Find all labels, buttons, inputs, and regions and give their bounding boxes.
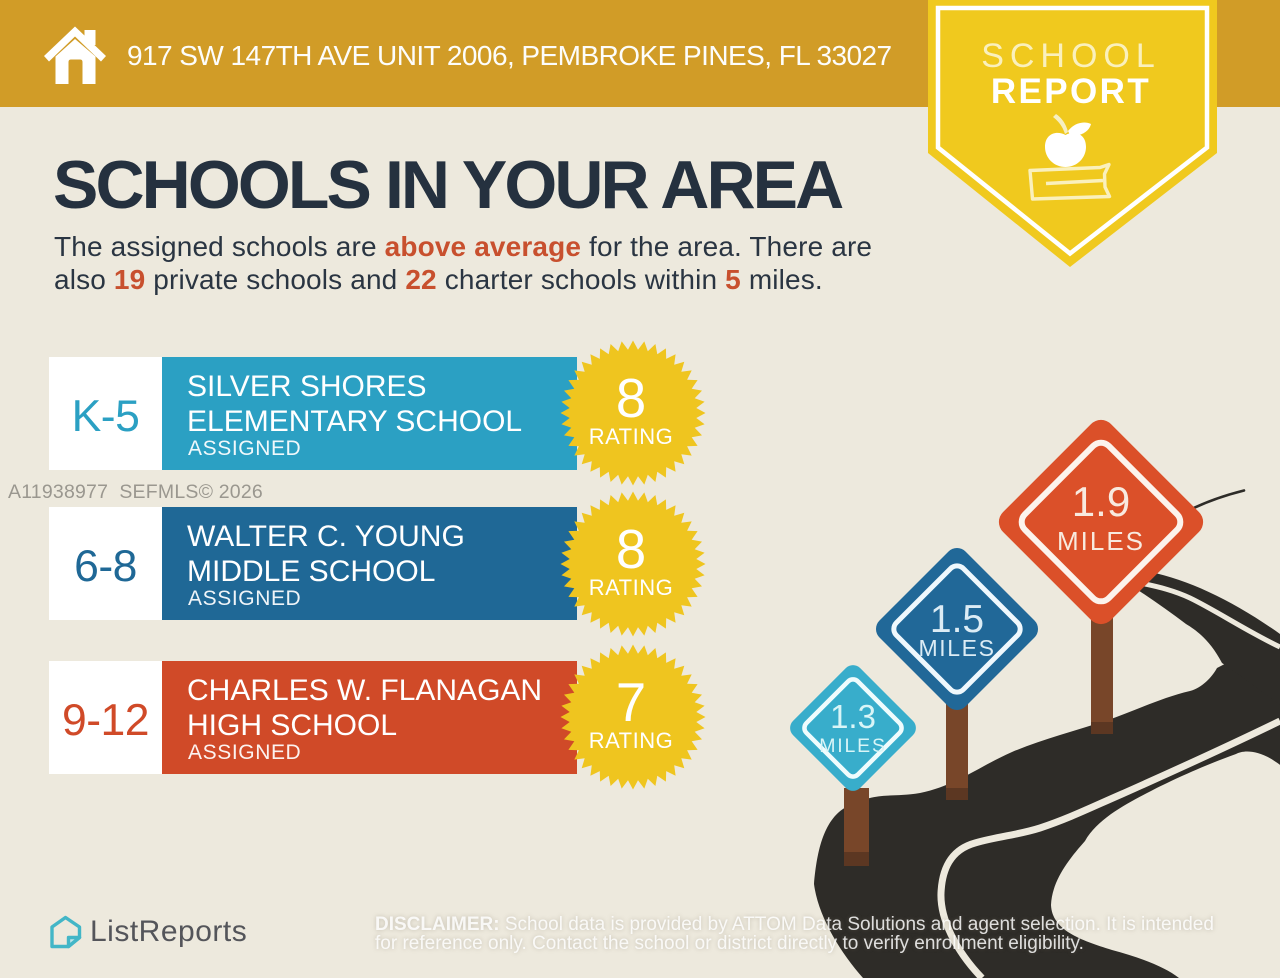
- svg-text:RATING: RATING: [589, 424, 673, 449]
- svg-text:MILES: MILES: [819, 735, 887, 757]
- svg-text:REPORT: REPORT: [991, 72, 1151, 111]
- svg-text:SCHOOL: SCHOOL: [981, 37, 1161, 75]
- svg-text:RATING: RATING: [589, 728, 673, 753]
- svg-text:1.5: 1.5: [930, 598, 984, 641]
- svg-text:RATING: RATING: [589, 575, 673, 600]
- svg-text:7: 7: [616, 672, 646, 733]
- svg-text:8: 8: [616, 519, 646, 580]
- svg-text:MILES: MILES: [1057, 526, 1145, 556]
- svg-text:1.3: 1.3: [830, 698, 876, 735]
- svg-text:1.9: 1.9: [1072, 478, 1130, 525]
- svg-text:8: 8: [616, 368, 646, 429]
- svg-text:MILES: MILES: [918, 635, 995, 661]
